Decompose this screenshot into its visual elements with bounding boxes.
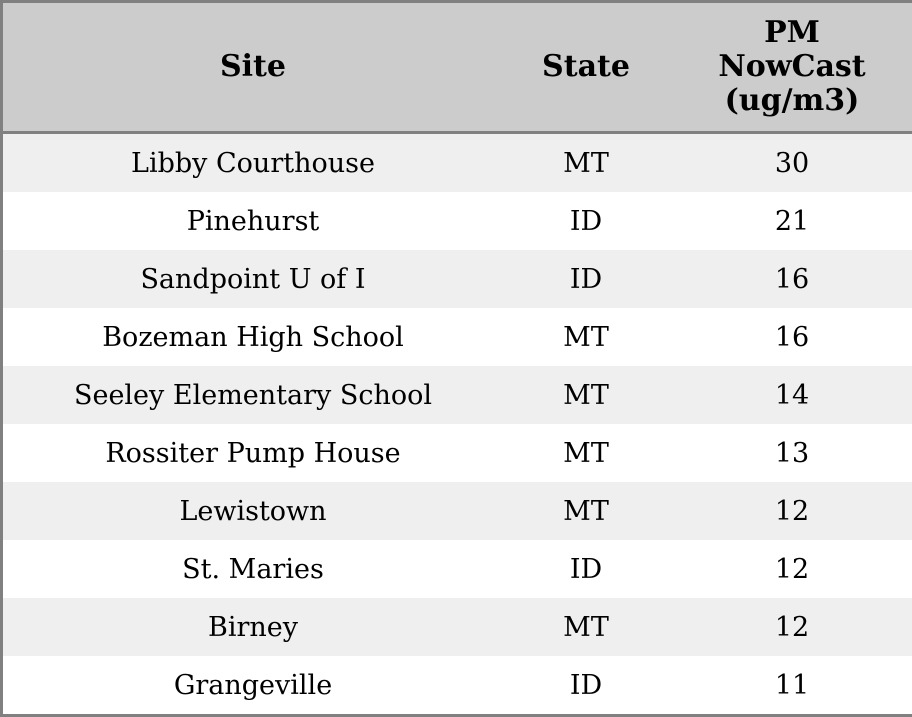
cell-pm-nowcast: 13	[669, 424, 912, 482]
column-header-pm-nowcast[interactable]: PM NowCast (ug/m3)	[669, 2, 912, 133]
cell-state: ID	[503, 540, 669, 598]
cell-site: Seeley Elementary School	[2, 366, 504, 424]
cell-pm-nowcast: 30	[669, 133, 912, 193]
cell-pm-nowcast: 16	[669, 250, 912, 308]
cell-pm-nowcast: 12	[669, 482, 912, 540]
cell-state: MT	[503, 366, 669, 424]
cell-state: MT	[503, 424, 669, 482]
table-header: Site State PM NowCast (ug/m3)	[2, 2, 912, 133]
cell-pm-nowcast: 21	[669, 192, 912, 250]
cell-pm-nowcast: 11	[669, 656, 912, 716]
cell-state: MT	[503, 133, 669, 193]
cell-site: Bozeman High School	[2, 308, 504, 366]
cell-site: Sandpoint U of I	[2, 250, 504, 308]
cell-site: Pinehurst	[2, 192, 504, 250]
cell-site: Libby Courthouse	[2, 133, 504, 193]
column-header-site[interactable]: Site	[2, 2, 504, 133]
cell-site: Grangeville	[2, 656, 504, 716]
cell-pm-nowcast: 12	[669, 540, 912, 598]
cell-state: ID	[503, 250, 669, 308]
cell-site: Birney	[2, 598, 504, 656]
cell-state: MT	[503, 598, 669, 656]
table-header-row: Site State PM NowCast (ug/m3)	[2, 2, 912, 133]
cell-site: Rossiter Pump House	[2, 424, 504, 482]
cell-pm-nowcast: 12	[669, 598, 912, 656]
cell-pm-nowcast: 14	[669, 366, 912, 424]
cell-site: Lewistown	[2, 482, 504, 540]
cell-state: MT	[503, 482, 669, 540]
column-header-state[interactable]: State	[503, 2, 669, 133]
cell-site: St. Maries	[2, 540, 504, 598]
cell-state: ID	[503, 192, 669, 250]
cell-state: MT	[503, 308, 669, 366]
cell-pm-nowcast: 16	[669, 308, 912, 366]
cell-state: ID	[503, 656, 669, 716]
